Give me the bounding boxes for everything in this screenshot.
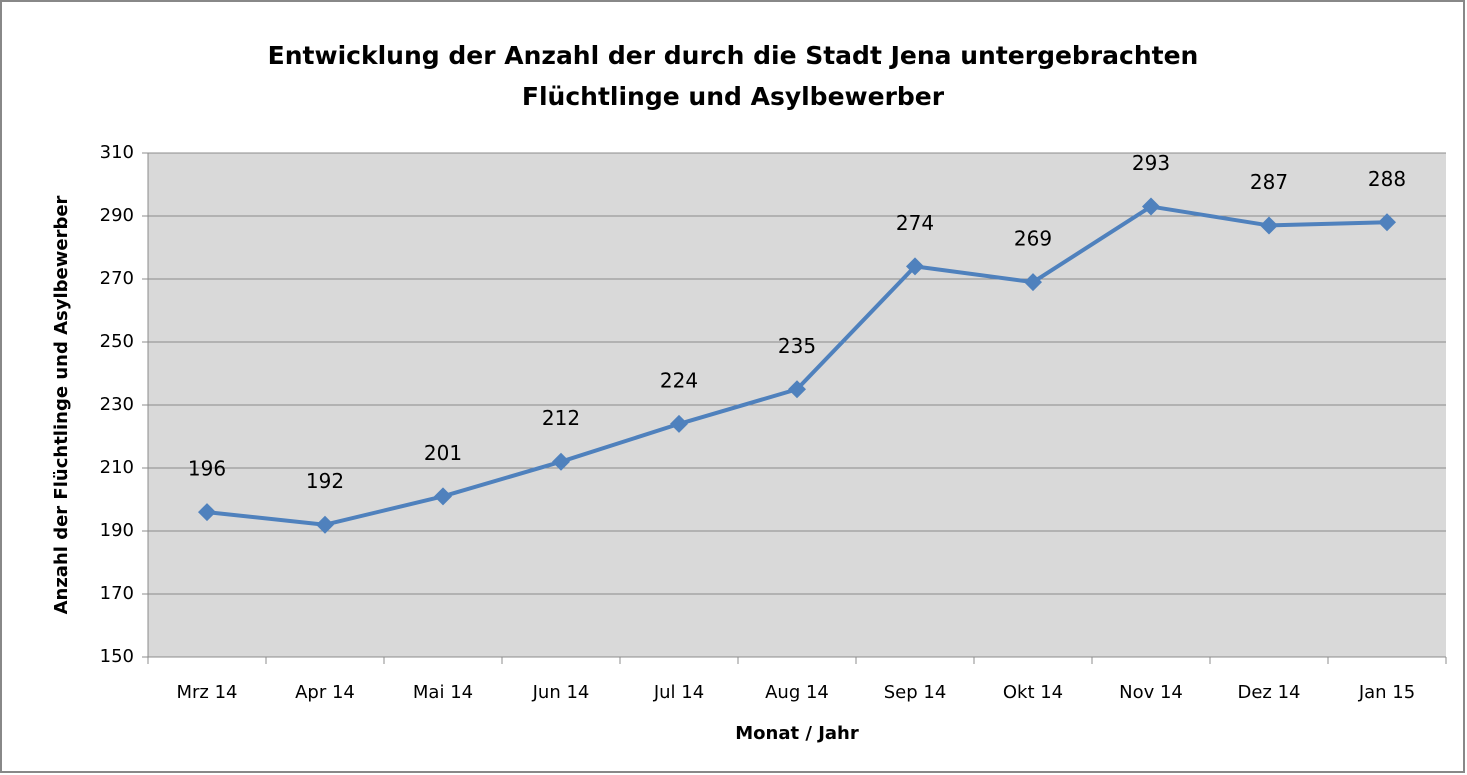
data-label: 212 [542,406,580,430]
data-label: 224 [660,368,698,392]
marker [552,452,570,471]
data-label: 287 [1250,170,1288,194]
marker [434,487,452,506]
marker [1378,213,1396,232]
marker [1260,216,1278,235]
marker [788,380,806,399]
marker [198,503,216,522]
data-label: 288 [1368,167,1406,191]
x-tick-label: Aug 14 [765,682,829,703]
y-tick-label: 230 [100,394,134,415]
x-tick-label: Jan 15 [1358,682,1415,703]
y-tick-label: 210 [100,457,134,478]
y-tick-label: 190 [100,520,134,541]
data-label: 293 [1132,151,1170,175]
x-tick-label: Dez 14 [1237,682,1300,703]
y-tick-label: 310 [100,142,134,163]
x-tick-label: Apr 14 [295,682,355,703]
data-label: 274 [896,211,934,235]
marker [316,515,334,534]
y-tick-label: 250 [100,331,134,352]
y-axis-label: Anzahl der Flüchtlinge und Asylbewerber [51,195,72,614]
data-label: 196 [188,457,226,481]
data-label: 201 [424,441,462,465]
marker [670,414,688,433]
x-tick-label: Jun 14 [532,682,590,703]
data-label: 192 [306,469,344,493]
y-tick-label: 270 [100,268,134,289]
y-tick-label: 170 [100,583,134,604]
chart-title: Entwicklung der Anzahl der durch die Sta… [268,41,1199,70]
marker [1142,197,1160,216]
x-tick-label: Mrz 14 [176,682,237,703]
marker [1024,273,1042,292]
x-tick-label: Sep 14 [884,682,947,703]
data-label: 235 [778,334,816,358]
marker [906,257,924,276]
x-tick-label: Jul 14 [653,682,704,703]
x-tick-label: Nov 14 [1119,682,1183,703]
x-tick-label: Okt 14 [1003,682,1063,703]
x-tick-label: Mai 14 [413,682,473,703]
y-tick-label: 150 [100,646,134,667]
chart-title: Flüchtlinge und Asylbewerber [522,82,945,111]
x-axis-label: Monat / Jahr [735,723,859,744]
data-label: 269 [1014,227,1052,251]
y-tick-label: 290 [100,205,134,226]
